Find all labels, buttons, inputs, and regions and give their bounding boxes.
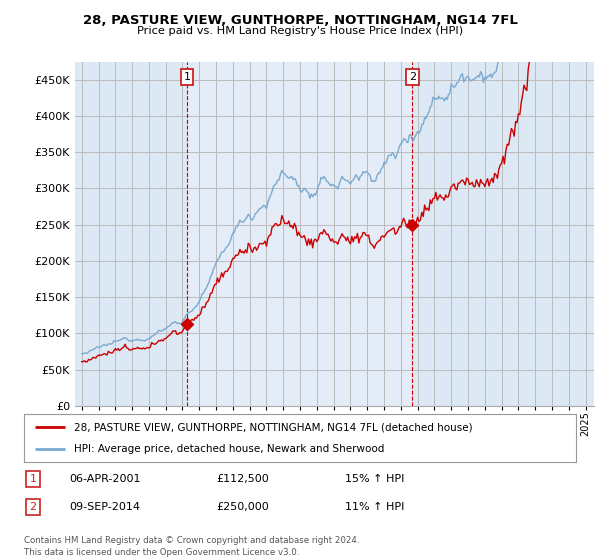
Text: 28, PASTURE VIEW, GUNTHORPE, NOTTINGHAM, NG14 7FL: 28, PASTURE VIEW, GUNTHORPE, NOTTINGHAM,… (83, 14, 517, 27)
Text: HPI: Average price, detached house, Newark and Sherwood: HPI: Average price, detached house, Newa… (74, 444, 384, 454)
Text: 11% ↑ HPI: 11% ↑ HPI (345, 502, 404, 512)
Text: 2: 2 (29, 502, 37, 512)
Text: Contains HM Land Registry data © Crown copyright and database right 2024.
This d: Contains HM Land Registry data © Crown c… (24, 536, 359, 557)
Text: 09-SEP-2014: 09-SEP-2014 (69, 502, 140, 512)
Text: 06-APR-2001: 06-APR-2001 (69, 474, 140, 484)
Text: 2: 2 (409, 72, 416, 82)
Text: 1: 1 (29, 474, 37, 484)
Bar (187, 62, 412, 406)
Text: £250,000: £250,000 (216, 502, 269, 512)
Text: 15% ↑ HPI: 15% ↑ HPI (345, 474, 404, 484)
Text: 1: 1 (184, 72, 191, 82)
Text: 28, PASTURE VIEW, GUNTHORPE, NOTTINGHAM, NG14 7FL (detached house): 28, PASTURE VIEW, GUNTHORPE, NOTTINGHAM,… (74, 422, 472, 432)
Text: £112,500: £112,500 (216, 474, 269, 484)
Text: Price paid vs. HM Land Registry's House Price Index (HPI): Price paid vs. HM Land Registry's House … (137, 26, 463, 36)
